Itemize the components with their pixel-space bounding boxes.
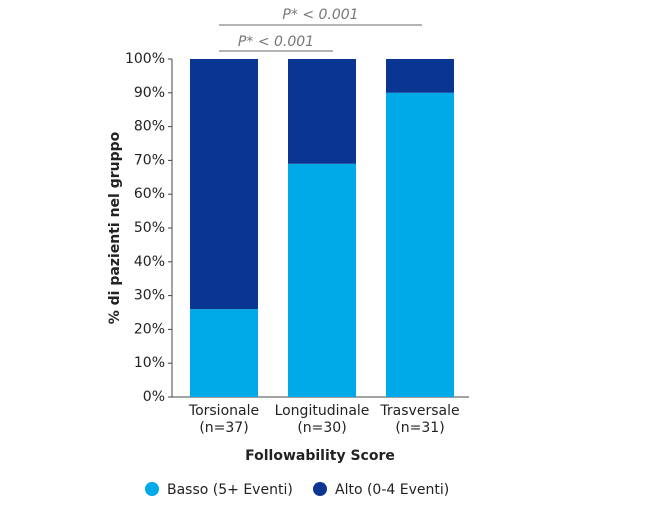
bar-segment [386, 92, 454, 398]
y-tick-label: 0% [143, 389, 165, 405]
legend-label: Alto (0-4 Eventi) [335, 482, 449, 498]
y-tick-label: 20% [134, 321, 165, 337]
y-tick-label: 10% [134, 355, 165, 371]
x-axis-label: Followability Score [245, 448, 395, 464]
bar-segment [190, 309, 258, 397]
y-axis-label: % di pazienti nel gruppo [107, 131, 123, 324]
x-tick-label: Longitudinale (n=30) [275, 403, 370, 436]
y-tick-label: 100% [125, 51, 165, 67]
legend-marker [145, 482, 159, 496]
bar-segment [386, 59, 454, 93]
bar-segment [288, 59, 356, 164]
y-tick-label: 30% [134, 288, 165, 304]
y-tick-label: 40% [134, 254, 165, 270]
bar-segment [288, 163, 356, 397]
y-tick-label: 80% [134, 119, 165, 135]
y-tick-label: 90% [134, 85, 165, 101]
bar-segment [190, 59, 258, 310]
y-tick-label: 60% [134, 186, 165, 202]
x-tick-label: Trasversale (n=31) [379, 403, 459, 436]
y-tick-label: 50% [134, 220, 165, 236]
legend-marker [313, 482, 327, 496]
significance-label: P* < 0.001 [282, 7, 358, 23]
x-tick-label: Torsionale (n=37) [188, 403, 259, 436]
legend-label: Basso (5+ Eventi) [167, 482, 293, 498]
significance-label: P* < 0.001 [238, 34, 314, 50]
y-tick-label: 70% [134, 152, 165, 168]
